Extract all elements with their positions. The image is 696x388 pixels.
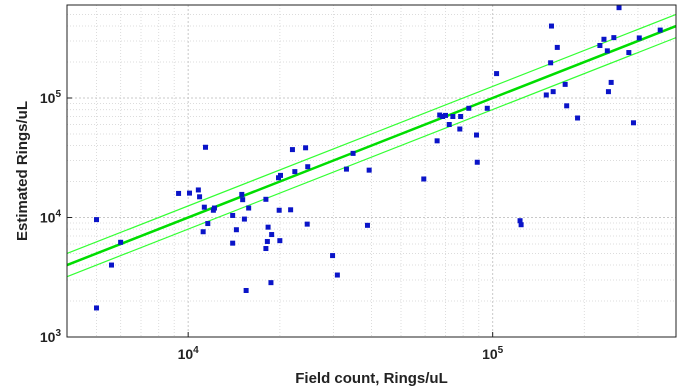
data-point xyxy=(548,60,554,66)
data-point xyxy=(334,272,340,278)
data-point xyxy=(304,221,310,227)
data-point xyxy=(608,79,614,85)
data-point xyxy=(458,114,464,120)
data-point xyxy=(597,42,603,48)
data-point xyxy=(517,218,523,224)
plot-frame xyxy=(66,4,677,338)
fit-line xyxy=(66,24,677,267)
data-point xyxy=(343,166,349,172)
x-tick-label: 104 xyxy=(178,345,200,362)
data-point xyxy=(233,227,239,233)
data-point xyxy=(203,144,209,150)
x-tick-label: 105 xyxy=(482,345,504,362)
data-point xyxy=(292,169,298,175)
data-point xyxy=(626,50,632,56)
data-point xyxy=(240,197,246,203)
lower-bound-line xyxy=(66,37,677,278)
data-point xyxy=(277,172,283,178)
data-point xyxy=(518,222,524,228)
data-point xyxy=(364,222,370,228)
data-point xyxy=(605,89,611,95)
data-point xyxy=(466,105,472,111)
data-point xyxy=(611,35,617,41)
data-point xyxy=(269,232,275,238)
data-point xyxy=(263,196,269,202)
data-point xyxy=(288,207,294,213)
data-point xyxy=(457,126,463,132)
data-point xyxy=(289,147,295,153)
fit-lines xyxy=(66,13,677,278)
data-point xyxy=(564,103,570,109)
y-axis-label: Estimated Rings/uL xyxy=(14,101,31,241)
upper-bound-line xyxy=(66,13,677,255)
data-point xyxy=(657,27,663,33)
data-point xyxy=(616,5,622,11)
data-point xyxy=(474,159,480,165)
data-point xyxy=(211,205,217,211)
data-point xyxy=(230,240,236,246)
data-point xyxy=(330,253,336,259)
data-point xyxy=(108,262,114,268)
data-point xyxy=(434,138,440,144)
data-point xyxy=(263,246,269,252)
data-points xyxy=(94,5,663,311)
data-point xyxy=(350,150,356,156)
data-point xyxy=(450,114,456,120)
data-point xyxy=(176,190,182,196)
data-point xyxy=(265,224,271,230)
data-point xyxy=(636,35,642,41)
data-point xyxy=(201,204,207,210)
data-point xyxy=(276,207,282,213)
data-point xyxy=(195,187,201,193)
data-point xyxy=(205,221,211,227)
data-point xyxy=(268,280,274,286)
data-point xyxy=(446,122,452,128)
data-point xyxy=(474,132,480,138)
data-point xyxy=(630,120,636,126)
data-point xyxy=(366,167,372,173)
data-point xyxy=(554,44,560,50)
data-point xyxy=(604,48,610,54)
data-point xyxy=(118,239,124,245)
data-point xyxy=(484,105,490,111)
y-tick-label: 105 xyxy=(40,89,62,106)
data-point xyxy=(548,23,554,29)
data-point xyxy=(277,238,283,244)
data-point xyxy=(437,112,443,118)
data-point xyxy=(264,238,270,244)
data-point xyxy=(197,194,203,200)
data-point xyxy=(94,305,100,311)
data-point xyxy=(303,145,309,151)
data-point xyxy=(241,216,247,222)
data-point xyxy=(186,190,192,196)
data-point xyxy=(601,36,607,42)
x-axis-label: Field count, Rings/uL xyxy=(295,370,448,387)
data-point xyxy=(550,89,556,95)
data-point xyxy=(440,114,446,120)
data-point xyxy=(575,115,581,121)
data-point xyxy=(443,112,449,118)
data-point xyxy=(200,229,206,235)
data-point xyxy=(243,287,249,293)
data-point xyxy=(494,71,500,77)
y-tick-label: 103 xyxy=(40,328,62,345)
data-point xyxy=(562,81,568,87)
axis-ticks: 104 105 103 104 105 xyxy=(40,89,504,362)
data-point xyxy=(305,164,311,170)
y-tick-label: 104 xyxy=(40,208,62,225)
data-point xyxy=(239,191,245,197)
data-point xyxy=(421,176,427,182)
data-point xyxy=(94,217,100,223)
data-point xyxy=(246,205,252,211)
data-point xyxy=(543,92,549,98)
data-point xyxy=(230,212,236,218)
